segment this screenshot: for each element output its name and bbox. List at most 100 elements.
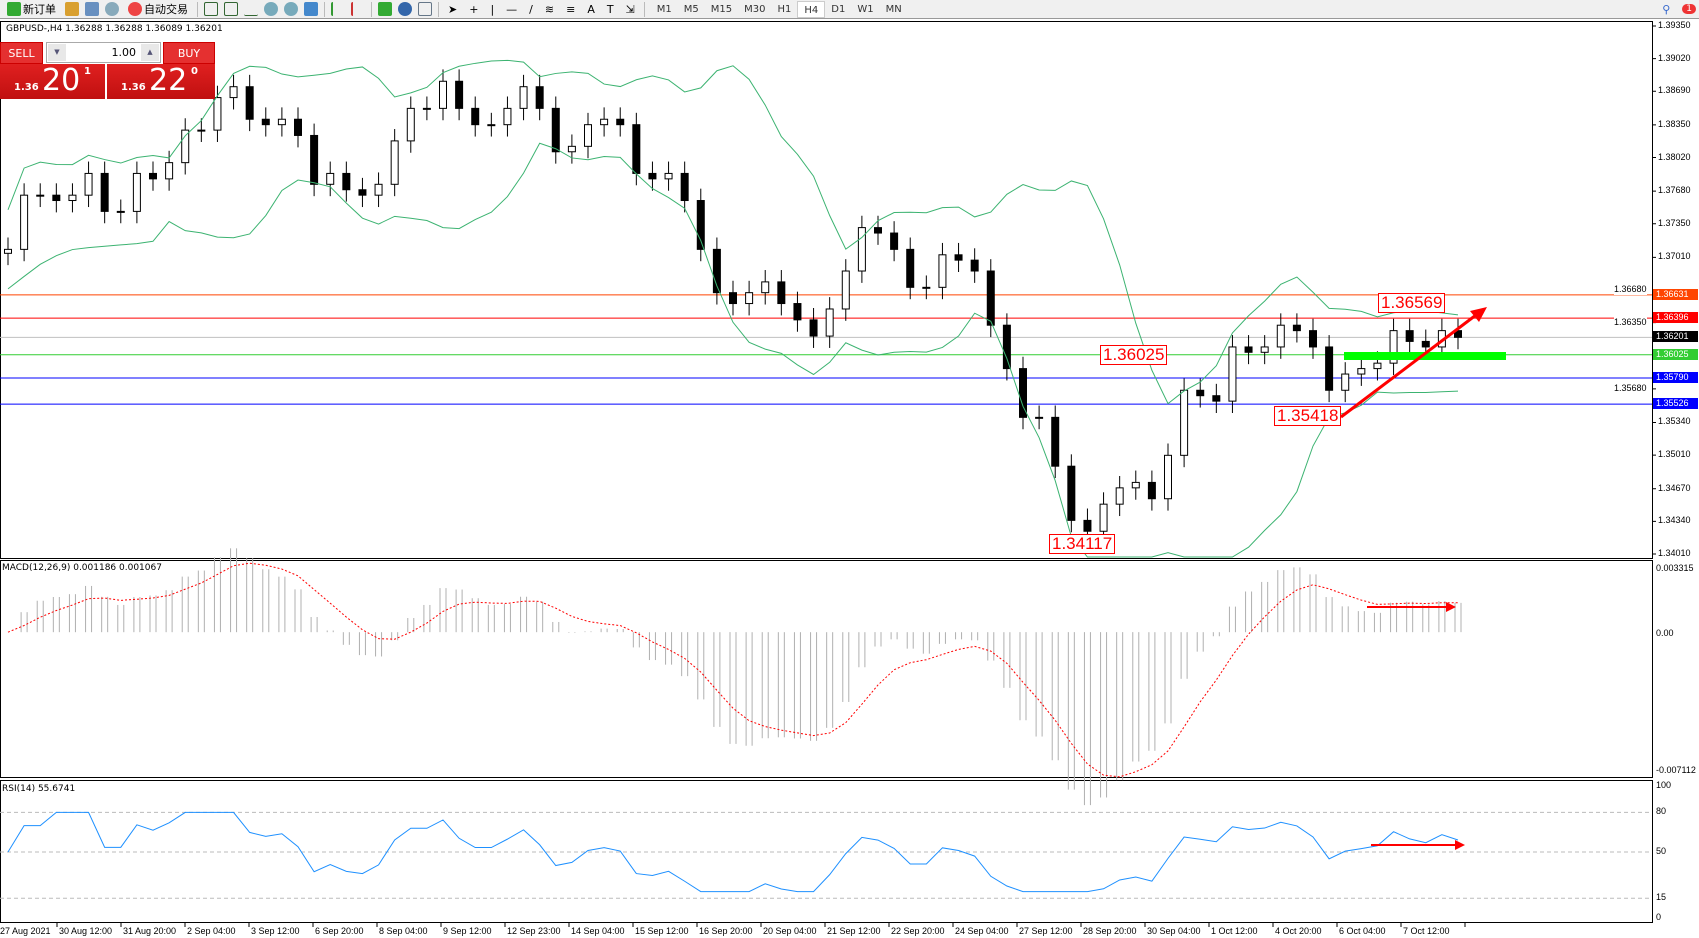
rsi-axis-label: 100 [1656,780,1672,790]
price-axis-label: 1.34010 [1658,548,1691,558]
toolbar: 新订单 自动交易 ➤ + | — / ≋ ≡ A T ⇲ M1 M5 M15 M30 H… [0,0,1699,19]
history-icon[interactable] [85,2,99,16]
tile-windows-icon[interactable] [304,2,318,16]
candle-body [890,232,899,250]
candle-body [422,107,431,110]
timeframe-m15[interactable]: M15 [710,3,733,15]
candle-body [1405,330,1414,342]
candle-body [310,134,319,185]
line-chart-icon[interactable] [244,2,258,16]
shift-icon[interactable] [351,2,365,16]
candle-body [745,292,754,305]
one-click-trading-panel: SELL ▼ 1.00 ▲ BUY 1.36 20 1 1.36 22 0 [0,42,215,99]
bollinger-upper [7,59,1459,405]
buy-button[interactable]: BUY [163,42,215,64]
annotation-high[interactable]: 1.36569 [1378,293,1446,313]
templates-icon[interactable] [418,2,432,16]
timeframe-m30[interactable]: M30 [744,3,766,15]
chat-icon[interactable]: 1 [1679,1,1699,18]
sell-price[interactable]: 1.36 20 1 [0,64,105,99]
price-line-label: 1.35790 [1653,372,1698,383]
bollinger-lower [7,142,1459,558]
candle-body [1002,324,1011,370]
text-icon[interactable]: A [587,2,595,16]
candle-body [712,248,721,294]
candle-body [406,107,415,142]
time-axis-label: 14 Sep 04:00 [571,926,625,936]
zoom-in-icon[interactable] [264,2,278,16]
candle-body [664,172,673,180]
separator [197,1,198,17]
candle-body [906,248,915,288]
sell-button[interactable]: SELL [0,42,43,64]
time-axis-label: 9 Sep 12:00 [443,926,492,936]
vertical-line-icon[interactable]: | [490,2,495,16]
lot-increase-icon[interactable]: ▲ [141,44,159,61]
candlestick-icon[interactable] [224,2,238,16]
channel-icon[interactable]: ≡ [566,2,576,16]
time-axis-label: 4 Oct 20:00 [1275,926,1322,936]
search-icon[interactable]: ⚲ [1662,2,1671,16]
macd-signal-line [7,562,1459,778]
candle-body [584,124,592,147]
candle-body [519,86,528,109]
new-order-button[interactable]: 新订单 [4,1,59,18]
label-icon[interactable]: T [606,2,614,16]
timeframe-m1[interactable]: M1 [656,3,672,15]
price-axis-label: 1.36680 [1614,284,1647,295]
arrows-icon[interactable]: ⇲ [625,2,635,16]
crosshair-icon[interactable]: + [469,2,479,16]
trend-arrow [1340,310,1481,419]
candle-body [1309,330,1317,348]
zoom-out-icon[interactable] [284,2,298,16]
chart-canvas[interactable] [0,20,1699,938]
rsi-axis-label: 50 [1656,846,1667,856]
scroll-icon[interactable] [331,2,345,16]
candle-body [761,281,770,294]
price-axis-label: 1.39350 [1658,20,1691,30]
candle-body [390,140,399,185]
cursor-icon[interactable]: ➤ [448,2,458,16]
candle-body [471,107,480,126]
timeframe-h1[interactable]: H1 [777,3,792,15]
time-axis-label: 1 Oct 12:00 [1211,926,1258,936]
candle-body [1115,487,1124,505]
annotation-level[interactable]: 1.36025 [1100,345,1168,365]
annotation-low[interactable]: 1.34117 [1049,534,1116,554]
candle-body [1373,362,1382,370]
candle-body [36,194,45,197]
indicators-icon[interactable] [378,2,392,16]
candle-body [648,172,657,180]
fibo-icon[interactable]: ≋ [544,2,555,16]
signal-icon[interactable] [105,2,119,16]
horizontal-line-icon[interactable]: — [506,2,518,16]
trendline-icon[interactable]: / [529,2,533,16]
symbol-info: GBPUSD-,H4 1.36288 1.36288 1.36089 1.362… [6,24,223,34]
candle-body [1292,324,1301,332]
price-axis-label: 1.35010 [1658,449,1691,460]
candle-body [1389,330,1398,364]
timeframe-w1[interactable]: W1 [857,3,874,15]
buy-price[interactable]: 1.36 22 0 [107,64,215,99]
price-axis-label: 1.38690 [1658,85,1691,96]
time-axis-label: 31 Aug 20:00 [123,926,177,936]
lot-decrease-icon[interactable]: ▼ [48,44,66,61]
bar-chart-icon[interactable] [204,2,218,16]
candle-body [1147,481,1156,500]
timeframe-d1[interactable]: D1 [831,3,846,15]
lot-size-input[interactable]: ▼ 1.00 ▲ [46,42,161,63]
candle-body [277,118,286,126]
candle-body [261,118,270,126]
timeframe-m5[interactable]: M5 [683,3,699,15]
periods-icon[interactable] [398,2,412,16]
annotation-swing-low[interactable]: 1.35418 [1274,406,1342,426]
timeframe-mn[interactable]: MN [885,3,902,15]
candle-body [1357,368,1366,375]
navigator-icon[interactable] [65,2,79,16]
candle-body [52,194,61,202]
auto-trading-button[interactable]: 自动交易 [125,1,191,18]
candle-body [1325,346,1334,391]
timeframe-h4[interactable]: H4 [797,0,826,18]
time-axis-label: 15 Sep 12:00 [635,926,689,936]
candle-body [938,254,947,288]
